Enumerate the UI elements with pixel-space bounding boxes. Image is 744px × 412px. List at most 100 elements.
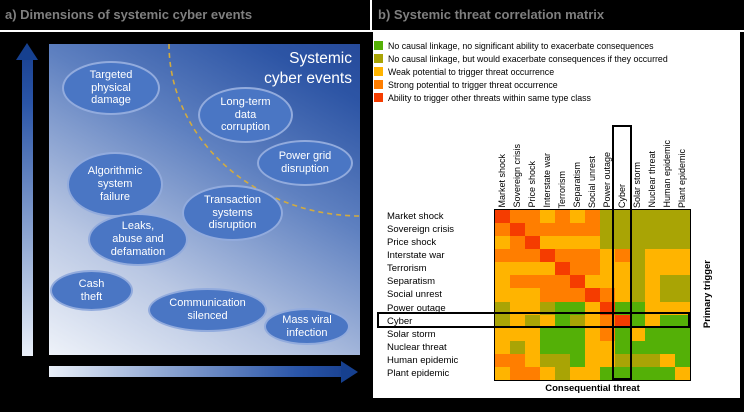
legend-label: No causal linkage, no significant abilit… — [388, 40, 654, 51]
matrix-cell — [645, 314, 660, 328]
matrix-cell — [525, 340, 540, 354]
systemic-region-label: Systemic cyber events — [264, 50, 352, 88]
matrix-cell — [675, 366, 690, 380]
matrix-row-label: Interstate war — [387, 250, 445, 262]
matrix-cell — [540, 301, 555, 315]
matrix-cell — [600, 340, 615, 354]
matrix-cell — [645, 223, 660, 237]
matrix-cell — [645, 249, 660, 263]
matrix-cell — [615, 262, 630, 276]
legend-swatch — [374, 54, 383, 63]
matrix-cell — [540, 249, 555, 263]
matrix-cell — [675, 275, 690, 289]
matrix-col-header-text: Plant epidemic — [677, 148, 687, 208]
matrix-cell — [555, 366, 570, 380]
legend-item: No causal linkage, no significant abilit… — [374, 39, 668, 52]
matrix-col-header-text: Terrorism — [557, 170, 567, 209]
y-axis-arrow-head — [16, 43, 38, 60]
matrix-cell — [555, 275, 570, 289]
matrix-col-header: Price shock — [525, 120, 540, 208]
matrix-cell — [495, 366, 510, 380]
matrix-cell — [540, 327, 555, 341]
matrix-cell — [585, 314, 600, 328]
correlation-matrix — [494, 209, 691, 381]
matrix-cell — [495, 327, 510, 341]
matrix-cell — [630, 340, 645, 354]
legend-label: Strong potential to trigger threat occur… — [388, 79, 558, 90]
matrix-cell — [540, 340, 555, 354]
matrix-cell — [615, 288, 630, 302]
matrix-cell — [675, 223, 690, 237]
legend-item: No causal linkage, but would exacerbate … — [374, 52, 668, 65]
matrix-cell — [555, 223, 570, 237]
event-bubble: Power grid disruption — [257, 140, 353, 186]
x-axis-label: Consequential threat — [545, 383, 640, 394]
matrix-cell — [555, 340, 570, 354]
matrix-row-label: Plant epidemic — [387, 367, 450, 379]
event-bubble: Targeted physical damage — [62, 61, 160, 115]
matrix-cell — [525, 223, 540, 237]
matrix-cell — [600, 366, 615, 380]
matrix-cell — [675, 288, 690, 302]
cyber-column-highlight — [612, 125, 632, 380]
legend: No causal linkage, no significant abilit… — [374, 39, 668, 104]
matrix-cell — [525, 301, 540, 315]
legend-swatch — [374, 41, 383, 50]
matrix-col-header-text: Market shock — [497, 154, 507, 208]
matrix-cell — [615, 314, 630, 328]
panel-divider-line — [370, 0, 372, 32]
matrix-cell — [600, 275, 615, 289]
cyber-row-highlight — [377, 312, 690, 328]
matrix-cell — [585, 262, 600, 276]
matrix-cell — [615, 340, 630, 354]
matrix-cell — [630, 353, 645, 367]
matrix-cell — [660, 353, 675, 367]
matrix-cell — [660, 223, 675, 237]
matrix-cell — [510, 301, 525, 315]
event-bubble: Mass viral infection — [264, 308, 350, 345]
matrix-cell — [525, 210, 540, 224]
matrix-cell — [615, 327, 630, 341]
matrix-cell — [630, 288, 645, 302]
legend-swatch — [374, 80, 383, 89]
matrix-cell — [585, 275, 600, 289]
y-axis-arrow — [22, 59, 33, 356]
matrix-cell — [570, 249, 585, 263]
matrix-col-header: Human epidemic — [660, 120, 675, 208]
legend-item: Weak potential to trigger threat occurre… — [374, 65, 668, 78]
matrix-cell — [660, 301, 675, 315]
matrix-cell — [585, 288, 600, 302]
matrix-row-label: Market shock — [387, 211, 444, 222]
matrix-col-header: Solar storm — [630, 120, 645, 208]
matrix-cell — [570, 327, 585, 341]
matrix-cell — [585, 210, 600, 224]
event-bubble: Communication silenced — [148, 288, 267, 332]
matrix-cell — [540, 353, 555, 367]
matrix-cell — [495, 223, 510, 237]
matrix-cell — [555, 314, 570, 328]
matrix-cell — [525, 262, 540, 276]
matrix-cell — [630, 236, 645, 250]
matrix-cell — [510, 366, 525, 380]
matrix-cell — [630, 210, 645, 224]
matrix-cell — [570, 262, 585, 276]
matrix-cell — [600, 236, 615, 250]
matrix-cell — [675, 262, 690, 276]
matrix-cell — [525, 275, 540, 289]
matrix-cell — [675, 236, 690, 250]
matrix-cell — [495, 288, 510, 302]
matrix-cell — [630, 223, 645, 237]
matrix-cell — [645, 210, 660, 224]
matrix-cell — [645, 275, 660, 289]
matrix-col-header-text: Interstate war — [542, 153, 552, 208]
x-axis-arrow-head — [341, 360, 358, 383]
event-bubble: Transaction systems disruption — [182, 185, 283, 241]
matrix-cell — [600, 314, 615, 328]
matrix-cell — [585, 301, 600, 315]
matrix-cell — [630, 301, 645, 315]
matrix-cell — [555, 301, 570, 315]
matrix-row-label: Cyber — [387, 315, 413, 327]
matrix-cell — [660, 236, 675, 250]
matrix-cell — [570, 340, 585, 354]
matrix-cell — [660, 210, 675, 224]
